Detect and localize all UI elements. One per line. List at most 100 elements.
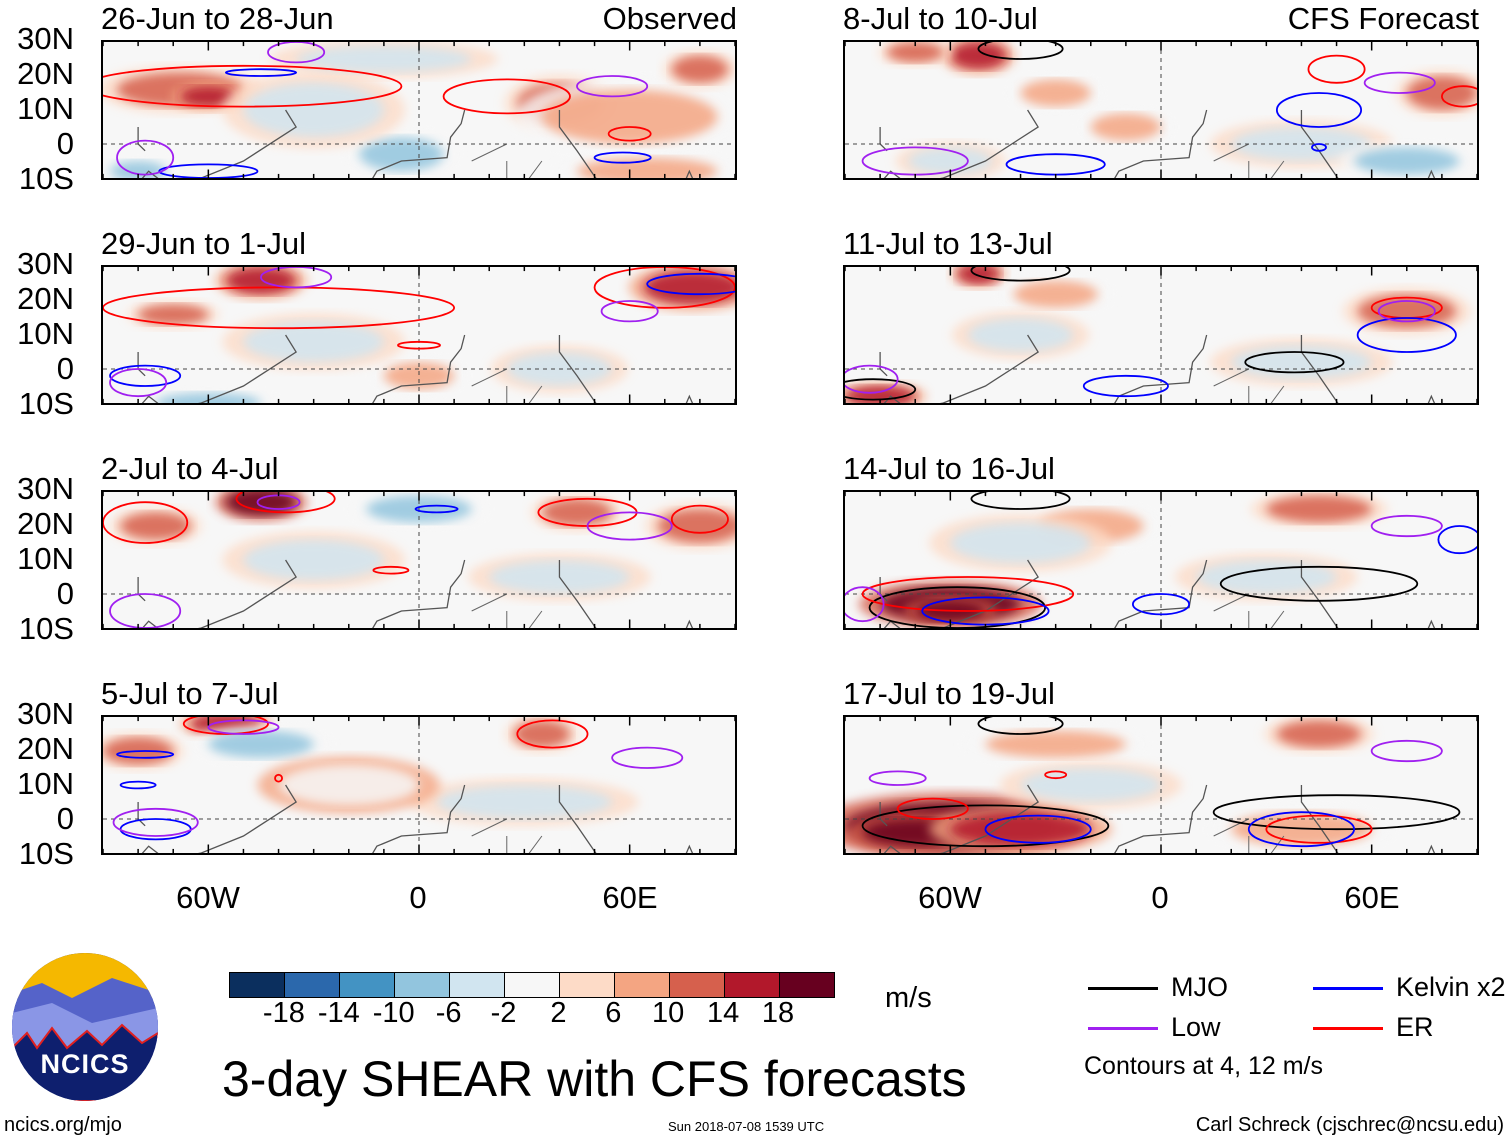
map-svg [845,267,1477,403]
low-contour [117,141,173,175]
colorbar-swatch [670,973,725,997]
low-contour [870,771,926,785]
colorbar-swatch [285,973,340,997]
lat-tick-label: 30N [17,696,74,731]
er-contour [373,567,408,574]
lat-tick-label: 0 [56,576,74,611]
low-contour [845,366,898,393]
er-contour [898,799,968,819]
shear-region [296,45,472,73]
lat-tick-label: 10S [18,161,74,196]
lat-tick-label: 20N [17,731,74,766]
colorbar-tick-label: 2 [550,997,567,1029]
lat-tick-label: 30N [17,246,74,281]
kelvin-contour [121,782,156,789]
shear-region [243,82,384,138]
lat-tick-label: 10N [17,766,74,801]
legend-label: MJO [1171,972,1228,1002]
map-panel [101,265,737,405]
colorbar-swatch [505,973,560,997]
er-contour [1308,56,1364,83]
footer-url: ncics.org/mjo [4,1114,122,1136]
er-contour [103,502,187,543]
lon-tick-label: 60E [602,880,658,915]
low-contour [261,267,331,287]
er-contour [672,506,728,533]
low-contour [1372,741,1442,761]
panel-title: 8-Jul to 10-Jul [843,1,1038,36]
mjo-contour [1221,567,1418,601]
map-svg [103,267,735,403]
low-contour [268,42,324,62]
low-contour [1379,301,1435,321]
mjo-contour [978,717,1062,734]
shear-region [1090,113,1161,141]
shear-region [278,764,419,806]
map-panel [843,40,1479,180]
er-contour [1266,816,1371,843]
colorbar-tick-label: -2 [490,997,517,1029]
shear-region [643,270,735,305]
low-contour [845,587,884,621]
map-panel [101,490,737,630]
coastline [845,560,1477,628]
colorbar-tick-label: -10 [372,997,415,1029]
low-contour [577,76,647,96]
panel-title: 17-Jul to 19-Jul [843,676,1055,711]
colorbar-tick-label: 6 [605,997,622,1029]
colorbar-tick-label: 14 [706,997,740,1029]
shear-region [1196,560,1337,594]
lat-tick-label: 20N [17,56,74,91]
lon-tick-label: 60W [176,880,240,915]
shear-region [985,730,1126,758]
shear-region [243,539,384,581]
kelvin-contour [226,69,296,76]
low-contour [602,301,658,321]
chart-title: 3-day SHEAR with CFS forecasts [222,1051,967,1107]
shear-region [120,512,191,540]
shear-region [436,785,613,819]
kelvin-contour [1438,526,1477,553]
map-svg [103,492,735,628]
coastline [103,110,735,178]
shear-region [1013,280,1098,308]
colorbar-tick-label: 10 [652,997,685,1029]
footer-credit: Carl Schreck (cjschrec@ncsu.edu) [1195,1114,1504,1136]
legend-label: ER [1396,1012,1434,1042]
kelvin-contour [159,164,257,178]
er-contour [103,287,454,328]
coastline [845,110,1477,178]
map-svg [845,717,1477,853]
map-panel [843,490,1479,630]
legend-swatch [1088,987,1158,990]
coastline [103,785,735,853]
lat-tick-label: 10N [17,91,74,126]
er-contour [275,775,282,782]
colorbar-tick-label: -14 [317,997,360,1029]
map-svg [103,717,735,853]
er-contour [444,79,570,113]
lon-tick-label: 60W [918,880,982,915]
kelvin-contour [1277,93,1361,127]
legend-swatch [1313,1027,1383,1030]
shear-region [1406,76,1477,110]
footer-timestamp: Sun 2018-07-08 1539 UTC [668,1119,825,1134]
kelvin-contour [415,506,457,513]
panel-title: 11-Jul to 13-Jul [843,226,1053,261]
low-contour [110,594,180,628]
kelvin-contour [1133,594,1189,614]
coastline [103,560,735,628]
colorbar-swatch [780,973,834,997]
colorbar-swatch [725,973,780,997]
shear-region [1276,720,1362,748]
shear-region [1020,768,1161,802]
er-contour [863,577,1074,611]
shear-region [967,318,1074,352]
legend-label: Low [1171,1012,1221,1042]
lat-tick-label: 30N [17,471,74,506]
er-contour [517,720,587,747]
colorbar-swatch [615,973,670,997]
low-contour [114,809,198,836]
ncics-logo: NCICS [12,953,158,1101]
